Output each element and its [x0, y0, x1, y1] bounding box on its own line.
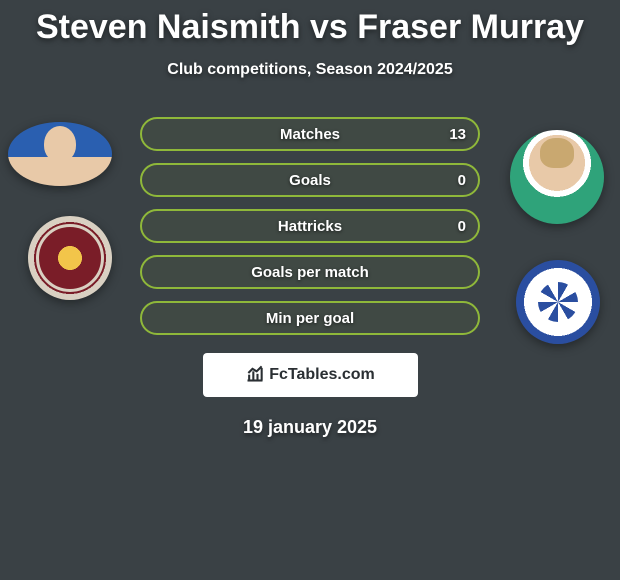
- stat-row-min-per-goal: Min per goal: [140, 301, 480, 335]
- stat-label: Min per goal: [266, 310, 354, 327]
- brand-chart-icon: [245, 363, 265, 388]
- stat-row-goals: Goals 0: [140, 163, 480, 197]
- player-left-avatar: [8, 122, 112, 186]
- stat-row-hattricks: Hattricks 0: [140, 209, 480, 243]
- date-label: 19 january 2025: [0, 417, 620, 438]
- stat-right-value: 0: [458, 172, 466, 189]
- stats-list: Matches 13 Goals 0 Hattricks 0 Goals per…: [140, 117, 480, 335]
- stat-label: Hattricks: [278, 218, 342, 235]
- club-right-crest: [516, 260, 600, 344]
- page-title: Steven Naismith vs Fraser Murray: [0, 0, 620, 47]
- stat-row-goals-per-match: Goals per match: [140, 255, 480, 289]
- stat-right-value: 0: [458, 218, 466, 235]
- brand-box: FcTables.com: [203, 353, 418, 397]
- stat-row-matches: Matches 13: [140, 117, 480, 151]
- player-right-avatar: [510, 130, 604, 224]
- stat-label: Goals per match: [251, 264, 369, 281]
- stat-label: Goals: [289, 172, 331, 189]
- club-left-crest: [28, 216, 112, 300]
- stat-label: Matches: [280, 126, 340, 143]
- stat-right-value: 13: [449, 126, 466, 143]
- subtitle: Club competitions, Season 2024/2025: [0, 61, 620, 79]
- brand-label: FcTables.com: [269, 366, 375, 384]
